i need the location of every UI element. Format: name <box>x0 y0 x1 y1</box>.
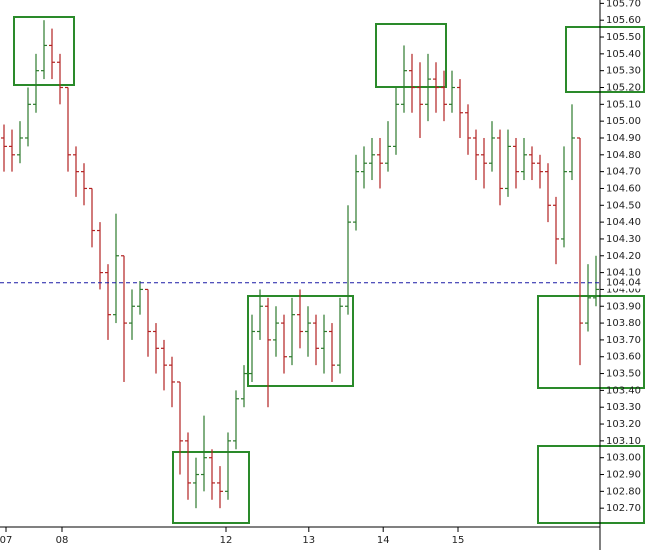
y-tick-label: 105.60 <box>606 15 641 26</box>
y-tick-label: 104.60 <box>606 183 641 194</box>
y-tick-label: 103.50 <box>606 369 641 380</box>
y-tick-label: 103.40 <box>606 385 641 396</box>
x-tick-label: 12 <box>220 535 233 546</box>
last-price-label: 104.04 <box>606 278 641 289</box>
y-tick-label: 105.10 <box>606 99 641 110</box>
y-tick-label: 105.70 <box>606 0 641 9</box>
y-tick-label: 102.70 <box>606 503 641 514</box>
y-tick-label: 104.40 <box>606 217 641 228</box>
highlight-box <box>13 16 75 86</box>
x-tick-label: 08 <box>56 535 69 546</box>
y-tick-label: 104.90 <box>606 133 641 144</box>
y-tick-label: 104.50 <box>606 200 641 211</box>
y-tick-label: 105.00 <box>606 116 641 127</box>
y-tick-label: 104.80 <box>606 150 641 161</box>
x-tick-label: 15 <box>452 535 465 546</box>
y-tick-label: 102.90 <box>606 470 641 481</box>
y-tick-label: 103.10 <box>606 436 641 447</box>
last-price-bg <box>602 276 646 289</box>
highlight-box <box>375 23 447 88</box>
y-tick-label: 104.10 <box>606 268 641 279</box>
y-tick-label: 105.30 <box>606 66 641 77</box>
x-tick-label: 14 <box>377 535 390 546</box>
y-tick-label: 105.50 <box>606 32 641 43</box>
y-tick-label: 104.30 <box>606 234 641 245</box>
y-tick-label: 103.70 <box>606 335 641 346</box>
y-tick-label: 103.90 <box>606 301 641 312</box>
y-tick-label: 104.70 <box>606 167 641 178</box>
y-tick-label: 105.40 <box>606 49 641 60</box>
highlight-box <box>537 445 645 524</box>
y-tick-label: 105.20 <box>606 83 641 94</box>
annotation-boxes <box>13 16 645 524</box>
y-tick-label: 103.30 <box>606 402 641 413</box>
y-tick-label: 104.00 <box>606 284 641 295</box>
highlight-box <box>172 451 250 524</box>
y-tick-label: 104.20 <box>606 251 641 262</box>
highlight-box <box>537 295 645 389</box>
y-tick-label: 103.80 <box>606 318 641 329</box>
y-tick-label: 103.00 <box>606 453 641 464</box>
y-tick-label: 103.20 <box>606 419 641 430</box>
x-tick-label: 13 <box>302 535 315 546</box>
x-tick-label: 07 <box>0 535 12 546</box>
y-tick-label: 103.60 <box>606 352 641 363</box>
highlight-box <box>565 26 645 93</box>
y-tick-label: 102.80 <box>606 486 641 497</box>
